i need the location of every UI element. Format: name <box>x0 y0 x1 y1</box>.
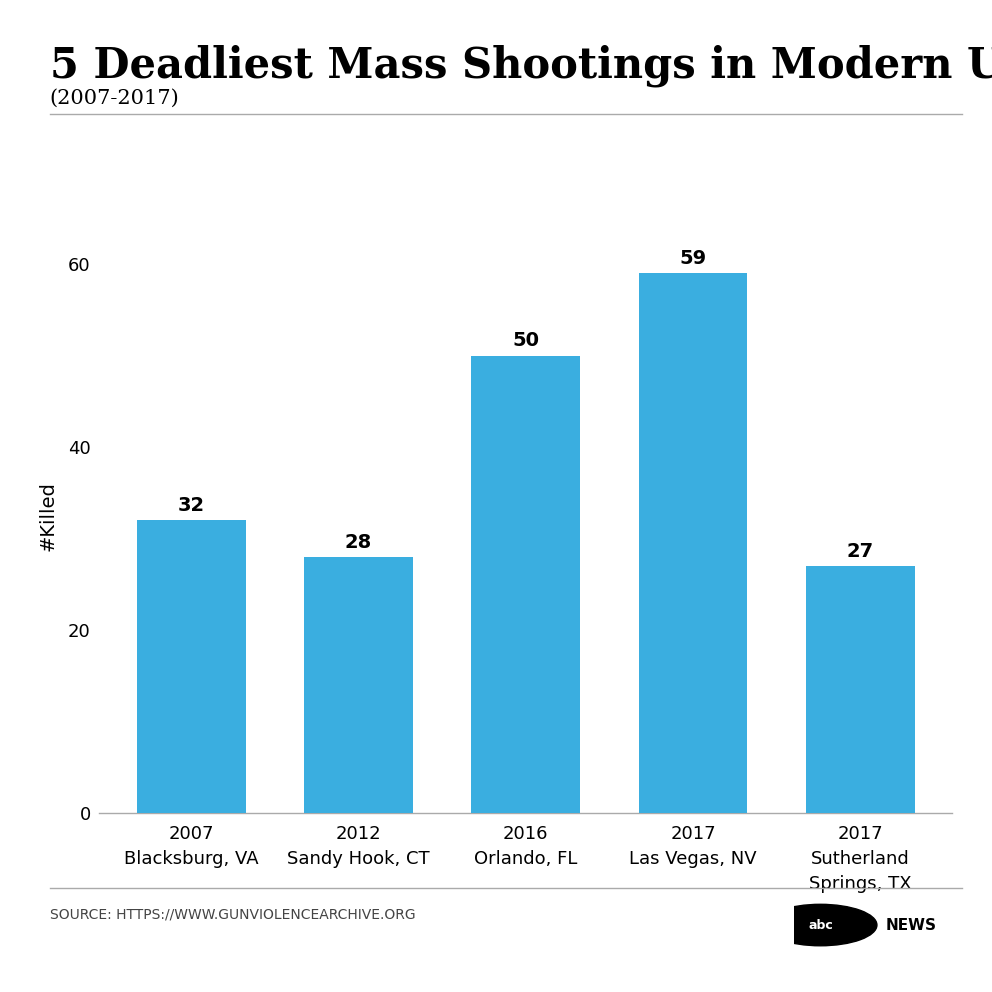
Bar <box>639 273 747 813</box>
Y-axis label: #Killed: #Killed <box>38 481 57 551</box>
Text: 28: 28 <box>345 533 372 552</box>
Text: abc: abc <box>808 919 832 931</box>
Text: 27: 27 <box>847 542 874 560</box>
Bar <box>471 355 580 813</box>
Bar <box>137 521 246 813</box>
Text: (2007-2017): (2007-2017) <box>50 89 180 108</box>
Bar <box>806 566 915 813</box>
Text: 50: 50 <box>512 331 540 350</box>
Text: NEWS: NEWS <box>886 918 936 932</box>
Bar <box>305 558 413 813</box>
Circle shape <box>764 905 877 945</box>
Text: 5 Deadliest Mass Shootings in Modern U.S. History: 5 Deadliest Mass Shootings in Modern U.S… <box>50 45 992 87</box>
Text: 32: 32 <box>178 496 204 515</box>
Text: SOURCE: HTTPS://WWW.GUNVIOLENCEARCHIVE.ORG: SOURCE: HTTPS://WWW.GUNVIOLENCEARCHIVE.O… <box>50 908 416 922</box>
Text: 59: 59 <box>680 249 706 268</box>
